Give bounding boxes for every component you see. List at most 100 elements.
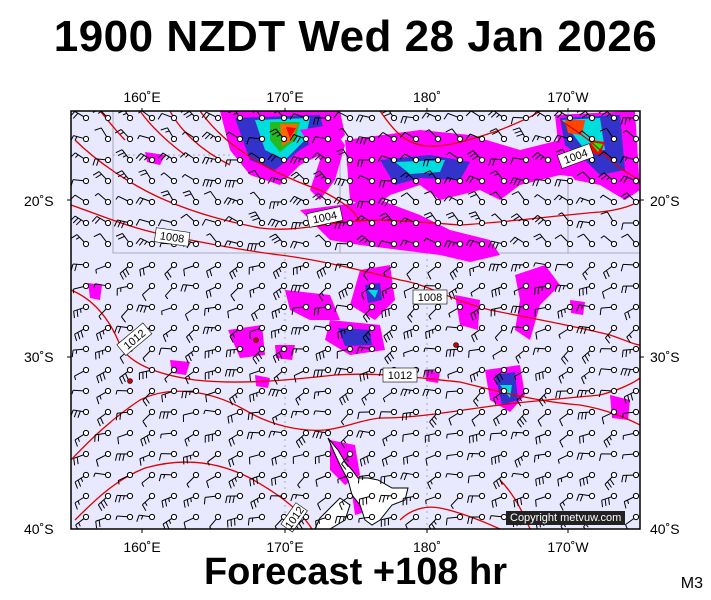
wind-barb xyxy=(93,282,112,290)
wind-barb xyxy=(333,196,354,206)
wind-barb xyxy=(313,303,332,316)
wind-barb xyxy=(209,513,222,529)
wind-barb xyxy=(318,282,332,302)
wind-barb xyxy=(71,111,90,122)
wind-barb xyxy=(534,194,552,206)
wind-barb xyxy=(578,282,596,297)
wind-barb xyxy=(425,324,442,339)
wind-barb xyxy=(399,131,420,143)
wind-barb xyxy=(271,450,288,466)
wind-barb xyxy=(161,492,178,508)
wind-barb xyxy=(599,194,618,206)
wind-barb xyxy=(95,450,112,467)
wind-barb xyxy=(230,282,244,302)
wind-barb xyxy=(576,492,596,502)
wind-barb xyxy=(443,195,464,206)
wind-barb xyxy=(533,450,552,463)
wind-barb xyxy=(251,303,266,322)
wind-barb xyxy=(489,513,508,521)
wind-barb xyxy=(598,387,618,398)
wind-barb xyxy=(493,366,508,385)
wind-barb xyxy=(93,471,112,479)
wind-barb xyxy=(445,471,464,479)
wind-barb xyxy=(403,282,420,299)
wind-barb xyxy=(531,135,552,143)
wind-barb xyxy=(114,450,134,461)
wind-barb xyxy=(400,471,420,481)
wind-barb xyxy=(116,282,134,296)
wind-barb xyxy=(491,282,508,298)
wind-barb xyxy=(141,282,156,302)
wind-barb xyxy=(620,192,640,206)
wind-barb xyxy=(467,471,486,484)
wind-barb xyxy=(378,177,398,188)
wind-barb xyxy=(467,190,486,206)
wind-barb xyxy=(201,111,222,122)
wind-barb xyxy=(74,324,90,342)
wind-barb xyxy=(141,492,156,512)
wind-barb xyxy=(403,450,420,465)
wind-barb xyxy=(180,213,200,227)
wind-barb xyxy=(164,261,178,281)
wind-barb xyxy=(538,387,552,407)
wind-barb xyxy=(443,177,464,185)
wind-barb xyxy=(205,387,222,403)
wind-barb xyxy=(603,429,618,448)
wind-barb xyxy=(95,261,112,274)
wind-barb xyxy=(467,492,486,503)
wind-barb xyxy=(248,450,266,465)
wind-barb xyxy=(383,261,398,277)
wind-barb xyxy=(598,366,618,376)
wind-barb xyxy=(402,429,420,442)
wind-barb xyxy=(601,408,618,425)
wind-barb xyxy=(141,471,156,487)
wind-barb xyxy=(378,492,398,503)
wind-barb xyxy=(184,303,200,322)
wind-barb xyxy=(605,324,618,344)
wind-barb xyxy=(575,197,596,206)
wind-barb xyxy=(531,152,552,164)
isobar-label: 1004 xyxy=(312,210,338,227)
wind-barb xyxy=(626,324,640,344)
wind-barb xyxy=(184,366,200,385)
wind-barb xyxy=(201,131,222,143)
wind-barb xyxy=(467,513,486,524)
wind-barb xyxy=(162,513,178,529)
wind-barb xyxy=(554,177,574,187)
wind-barb xyxy=(223,197,244,206)
wind-barb xyxy=(312,429,332,439)
wind-barb xyxy=(381,282,398,299)
wind-barb xyxy=(157,112,178,122)
wind-barb xyxy=(403,324,420,340)
wind-barb xyxy=(581,366,596,385)
wind-barb xyxy=(289,134,310,144)
wind-barb xyxy=(158,408,178,419)
wind-barb xyxy=(622,408,640,418)
wind-barb xyxy=(516,387,530,407)
wind-barb xyxy=(203,408,222,416)
wind-barb xyxy=(158,345,178,356)
wind-barb xyxy=(559,492,574,511)
wind-barb xyxy=(142,345,156,362)
wind-barb xyxy=(429,408,442,428)
wind-barb xyxy=(96,387,112,405)
wind-barb xyxy=(186,324,200,344)
wind-barb xyxy=(445,324,464,332)
wind-barb xyxy=(558,324,574,339)
wind-barb xyxy=(581,345,596,364)
wind-barb xyxy=(271,471,288,486)
wind-barb xyxy=(448,303,464,318)
wind-barb xyxy=(290,324,310,335)
wind-barb xyxy=(73,450,90,466)
wind-barb xyxy=(271,303,288,319)
wind-barb xyxy=(561,345,574,365)
wind-barb xyxy=(249,471,266,487)
wind-barb xyxy=(315,234,332,248)
wind-barb xyxy=(202,177,222,188)
wind-barb xyxy=(313,366,332,378)
wind-barb xyxy=(138,111,156,122)
wind-barb xyxy=(338,492,354,511)
wind-barb xyxy=(75,513,90,529)
wind-barb xyxy=(465,133,486,143)
